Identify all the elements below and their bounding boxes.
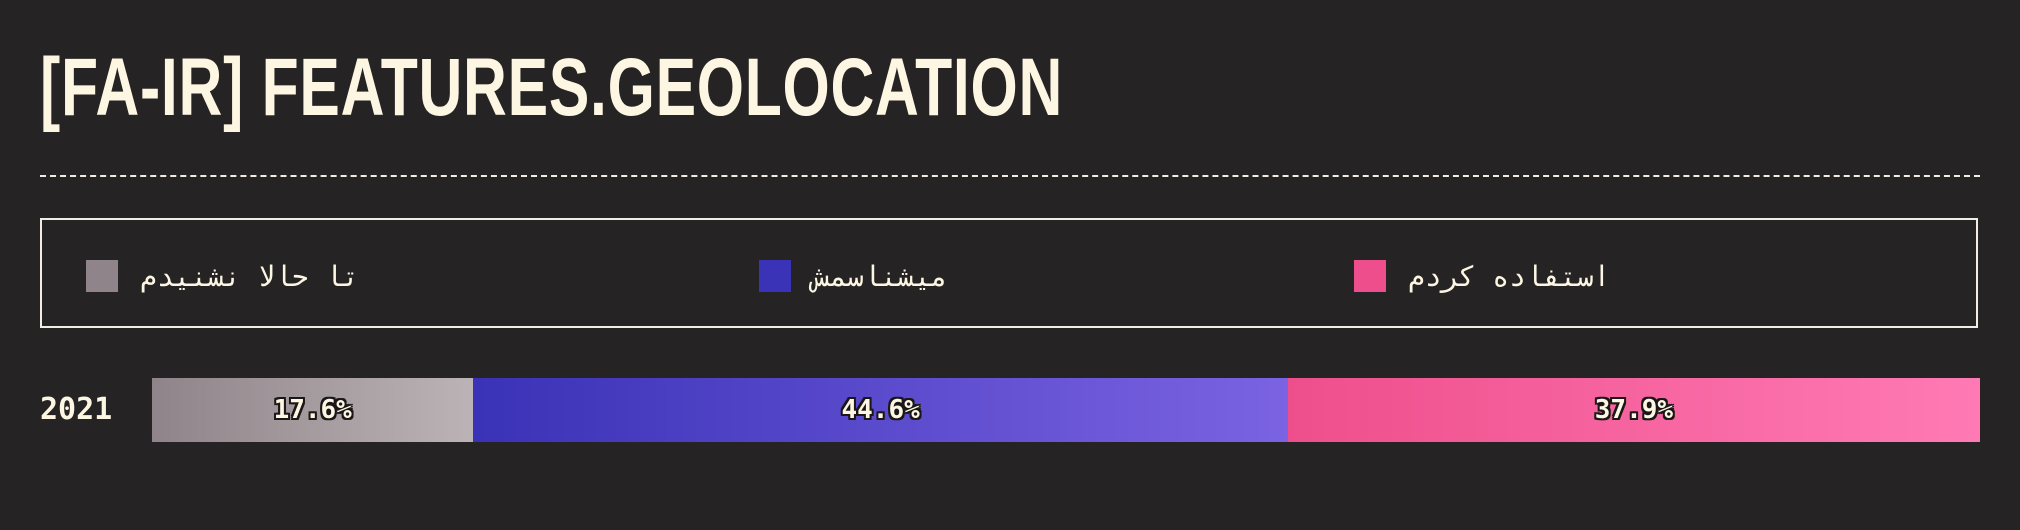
- legend-item-know-it: میشناسمش: [759, 259, 948, 293]
- bar-segment-know-it: 44.6%: [473, 378, 1288, 442]
- legend-label-used-it: استفاده کردم: [1408, 259, 1611, 293]
- dashed-divider: [40, 175, 1980, 177]
- stacked-bar-2021: 17.6% 44.6% 37.9%: [152, 378, 1980, 442]
- legend: تا حالا نشنیدم میشناسمش استفاده کردم: [40, 218, 1978, 328]
- legend-item-used-it: استفاده کردم: [1354, 259, 1611, 293]
- bar-segment-label-used-it: 37.9%: [1594, 395, 1674, 425]
- legend-item-never-heard: تا حالا نشنیدم: [86, 259, 360, 293]
- legend-swatch-used-it: [1354, 260, 1386, 292]
- legend-label-never-heard: تا حالا نشنیدم: [140, 259, 360, 293]
- legend-label-know-it: میشناسمش: [813, 259, 948, 293]
- bar-segment-label-never-heard: 17.6%: [273, 395, 352, 425]
- legend-swatch-know-it: [759, 260, 791, 292]
- row-label-2021: 2021: [40, 392, 113, 427]
- bar-segment-never-heard: 17.6%: [152, 378, 474, 442]
- legend-swatch-never-heard: [86, 260, 118, 292]
- bar-segment-used-it: 37.9%: [1287, 378, 1980, 442]
- bar-segment-label-know-it: 44.6%: [841, 395, 920, 425]
- chart-title: [FA-IR] FEATURES.GEOLOCATION: [40, 42, 1064, 133]
